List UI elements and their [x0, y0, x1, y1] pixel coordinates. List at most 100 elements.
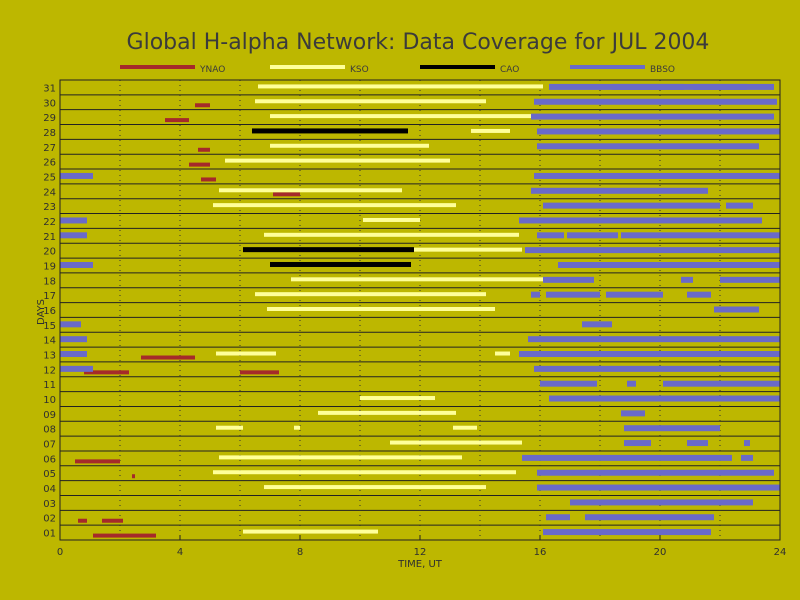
x-tick-label: 8 [297, 547, 303, 558]
coverage-bar-kso [360, 396, 435, 401]
x-tick-label: 0 [57, 547, 63, 558]
coverage-bar-bbso [531, 113, 774, 120]
coverage-bar-kso [291, 277, 549, 282]
coverage-bar-kso [213, 470, 516, 475]
coverage-bar-bbso [522, 454, 732, 461]
coverage-bar-kso [258, 84, 543, 89]
coverage-bar-bbso [741, 454, 753, 461]
coverage-bar-ynao [240, 370, 279, 375]
legend-label-ynao: YNAO [199, 65, 225, 75]
coverage-bar-bbso [627, 380, 636, 387]
coverage-bar-kso [495, 351, 510, 356]
y-tick-label: 03 [43, 499, 56, 510]
coverage-bar-bbso [537, 484, 780, 491]
coverage-bar-kso [243, 529, 378, 534]
coverage-bar-bbso [720, 276, 780, 283]
coverage-bar-bbso [621, 232, 780, 239]
coverage-bar-bbso [519, 351, 780, 358]
coverage-bar-bbso [537, 128, 780, 135]
coverage-bar-kso [255, 99, 486, 104]
coverage-bar-kso [270, 114, 534, 119]
y-tick-label: 04 [43, 484, 56, 495]
coverage-bar-bbso [60, 365, 93, 372]
y-tick-label: 12 [43, 365, 56, 376]
x-tick-label: 4 [177, 547, 183, 558]
coverage-bar-bbso [525, 247, 780, 254]
y-tick-label: 21 [43, 232, 56, 243]
coverage-bar-kso [267, 307, 495, 311]
coverage-bar-bbso [663, 380, 780, 387]
coverage-bar-kso [213, 203, 456, 208]
coverage-bar-bbso [687, 291, 711, 298]
coverage-bar-ynao [273, 192, 300, 197]
coverage-bar-kso [270, 143, 429, 148]
coverage-bar-ynao [93, 533, 156, 538]
coverage-bar-bbso [60, 351, 87, 358]
coverage-bar-bbso [687, 440, 708, 447]
y-tick-label: 09 [43, 410, 56, 421]
coverage-bar-bbso [531, 291, 540, 298]
y-tick-label: 18 [43, 276, 56, 287]
series-cao [243, 128, 414, 267]
coverage-bar-ynao [165, 118, 189, 123]
y-tick-label: 02 [43, 514, 56, 525]
coverage-bar-bbso [543, 529, 711, 536]
coverage-bar-bbso [567, 232, 618, 239]
y-axis-ticks: 01 02 03 04 05 06 07 08 09 10 11 12 13 14 15 16 17 18 19 20… [43, 83, 56, 539]
x-tick-label: 24 [774, 547, 787, 558]
coverage-bar-bbso [543, 276, 594, 283]
y-tick-label: 11 [43, 380, 56, 391]
coverage-bar-bbso [621, 410, 645, 417]
coverage-bars [60, 83, 780, 538]
coverage-bar-cao [270, 261, 411, 267]
coverage-bar-kso [225, 158, 450, 163]
coverage-bar-bbso [60, 172, 93, 179]
legend-swatch-kso [270, 65, 345, 69]
coverage-bar-cao [252, 128, 408, 134]
series-kso [213, 84, 549, 534]
coverage-bar-kso [390, 440, 522, 445]
y-tick-label: 23 [43, 202, 56, 213]
coverage-bar-bbso [549, 395, 780, 402]
coverage-bar-bbso [528, 336, 780, 343]
coverage-bar-bbso [534, 98, 777, 105]
coverage-bar-kso [255, 292, 486, 297]
y-tick-label: 08 [43, 425, 56, 436]
legend-label-kso: KSO [350, 65, 369, 75]
coverage-bar-bbso [546, 291, 600, 298]
coverage-bar-kso [318, 410, 456, 415]
coverage-bar-bbso [612, 83, 684, 90]
grid [60, 80, 780, 540]
coverage-bar-bbso [624, 440, 651, 447]
y-tick-label: 06 [43, 454, 56, 465]
y-tick-label: 19 [43, 261, 56, 272]
y-tick-label: 17 [43, 291, 56, 302]
coverage-bar-bbso [606, 291, 663, 298]
y-tick-label: 14 [43, 336, 56, 347]
coverage-bar-ynao [102, 518, 123, 523]
coverage-bar-bbso [537, 469, 774, 476]
coverage-bar-ynao [75, 459, 120, 464]
y-tick-label: 28 [43, 128, 56, 139]
coverage-bar-ynao [198, 147, 210, 152]
x-tick-label: 16 [534, 547, 547, 558]
coverage-bar-bbso [537, 143, 759, 150]
y-tick-label: 10 [43, 395, 56, 406]
coverage-bar-kso [219, 455, 462, 460]
coverage-bar-bbso [534, 172, 780, 179]
coverage-bar-kso [294, 425, 300, 430]
coverage-bar-ynao [141, 355, 195, 360]
legend-label-cao: CAO [500, 65, 519, 75]
y-axis-label: DAYS [36, 299, 47, 325]
coverage-bar-bbso [582, 321, 612, 328]
x-axis-ticks: 0 4 8 12 16 20 24 [57, 535, 787, 558]
coverage-bar-bbso [60, 232, 87, 239]
series-ynao [75, 103, 300, 538]
coverage-bar-ynao [189, 162, 210, 167]
y-tick-label: 13 [43, 351, 56, 362]
coverage-bar-ynao [84, 370, 129, 375]
series-bbso [60, 83, 780, 536]
y-tick-label: 05 [43, 469, 56, 480]
coverage-bar-ynao [78, 518, 87, 523]
